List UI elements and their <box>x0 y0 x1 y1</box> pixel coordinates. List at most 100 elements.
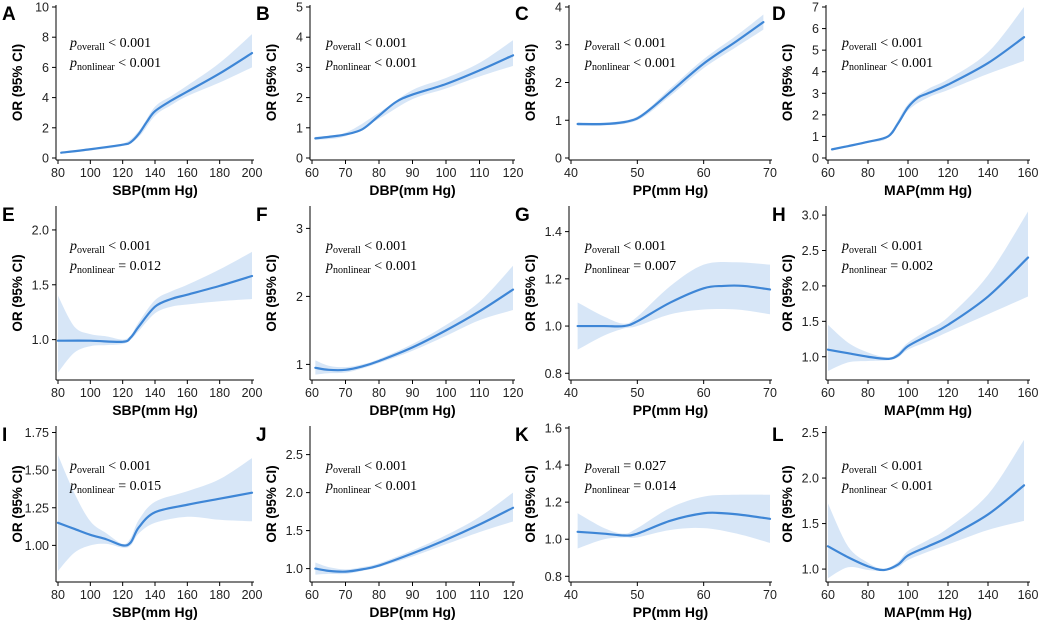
y-tick-label: 1.2 <box>545 496 562 510</box>
y-tick-label: 4 <box>296 31 303 45</box>
y-tick-label: 2 <box>555 76 562 90</box>
or-curve <box>314 506 515 573</box>
x-tick-label: 100 <box>80 386 101 400</box>
x-tick-label: 60 <box>821 588 835 602</box>
x-tick-label: 120 <box>112 166 133 180</box>
x-tick-label: 120 <box>938 386 959 400</box>
or-curve <box>826 484 1026 572</box>
ci-band <box>315 40 513 140</box>
panel-a: 0 2 4 6 8 10 80 100 120 140 160 180 200 SBP(mm Hg) OR … <box>2 1 262 199</box>
x-axis-label: PP(mm Hg) <box>633 604 708 620</box>
y-tick-label: 3.0 <box>802 209 819 223</box>
panel-letter: B <box>256 4 270 25</box>
x-tick-label: 90 <box>406 588 420 602</box>
y-axis-label: OR (95% CI) <box>10 254 25 331</box>
y-tick-label: 5 <box>812 44 819 58</box>
y-tick-label: 4 <box>812 65 819 79</box>
y-tick-label: 1.25 <box>25 501 49 515</box>
y-tick-label: 1.0 <box>802 350 819 364</box>
panel-d: 0 1 2 3 4 5 6 7 60 80 100 120 140 160 MAP(mm Hg) OR (95… <box>772 1 1038 199</box>
or-curve <box>576 284 772 328</box>
y-tick-label: 1.5 <box>802 315 819 329</box>
panel-b: 0 1 2 3 4 5 60 70 80 90 100 110 120 DBP(mm Hg) OR (95%… <box>256 1 523 199</box>
annotation-p-nonlinear: pnonlinear < 0.001 <box>69 56 161 73</box>
annotation-p-nonlinear: pnonlinear < 0.001 <box>841 56 933 73</box>
x-tick-label: 100 <box>898 588 919 602</box>
y-tick-label: 5 <box>296 1 303 15</box>
x-tick-label: 100 <box>80 166 101 180</box>
annotation-p-overall: poverall < 0.001 <box>69 36 151 53</box>
y-tick-label: 0 <box>296 152 303 166</box>
x-axis-label: PP(mm Hg) <box>633 402 708 418</box>
x-tick-label: 80 <box>372 166 386 180</box>
panel-letter: F <box>256 205 268 226</box>
x-tick-label: 120 <box>503 386 524 400</box>
annotation-p-nonlinear: pnonlinear = 0.015 <box>69 479 161 496</box>
x-tick-label: 60 <box>305 386 319 400</box>
y-axis-label: OR (95% CI) <box>523 44 538 121</box>
y-tick-label: 2 <box>296 91 303 105</box>
y-axis-label: OR (95% CI) <box>264 44 279 121</box>
x-tick-label: 100 <box>80 588 101 602</box>
y-tick-label: 2.0 <box>802 472 819 486</box>
x-tick-label: 140 <box>145 386 166 400</box>
x-tick-label: 80 <box>861 386 875 400</box>
or-curve <box>576 511 772 537</box>
panel-h: 1.0 1.5 2.0 2.5 3.0 60 80 100 120 140 160 MAP(mm Hg… <box>772 205 1038 418</box>
x-tick-label: 120 <box>503 588 524 602</box>
y-axis-label: OR (95% CI) <box>10 44 25 121</box>
x-tick-label: 100 <box>436 166 457 180</box>
x-tick-label: 60 <box>697 588 711 602</box>
ci-band <box>828 439 1024 579</box>
annotation-p-nonlinear: pnonlinear < 0.001 <box>325 479 417 496</box>
or-curve <box>314 54 515 140</box>
ci-band <box>577 494 770 549</box>
panel-letter: A <box>2 4 16 25</box>
x-tick-label: 100 <box>436 588 457 602</box>
y-axis-label: OR (95% CI) <box>523 465 538 542</box>
annotation-p-overall: poverall < 0.001 <box>325 36 407 53</box>
x-tick-label: 160 <box>177 386 198 400</box>
panel-letter: G <box>515 205 530 226</box>
x-tick-label: 200 <box>242 166 263 180</box>
panel-k: 0.8 1.0 1.2 1.4 1.6 40 50 60 70 PP(mm Hg) OR (95% … <box>515 422 777 621</box>
y-tick-label: 0.8 <box>545 570 562 584</box>
x-tick-label: 70 <box>339 166 353 180</box>
x-tick-label: 50 <box>630 588 644 602</box>
x-tick-label: 110 <box>470 588 490 602</box>
x-tick-label: 160 <box>177 166 198 180</box>
y-tick-label: 0 <box>812 152 819 166</box>
panel-letter: C <box>515 4 529 25</box>
x-tick-label: 40 <box>564 166 578 180</box>
x-axis-label: MAP(mm Hg) <box>884 182 972 198</box>
x-tick-label: 70 <box>763 386 777 400</box>
y-tick-label: 1.0 <box>802 563 819 577</box>
ci-band <box>315 492 513 575</box>
x-tick-label: 140 <box>978 166 999 180</box>
y-tick-label: 2 <box>42 121 49 135</box>
annotation-p-overall: poverall = 0.027 <box>584 459 666 476</box>
x-axis-label: SBP(mm Hg) <box>112 402 198 418</box>
x-tick-label: 200 <box>242 386 263 400</box>
x-tick-label: 80 <box>51 386 65 400</box>
x-tick-label: 200 <box>242 588 263 602</box>
x-tick-label: 100 <box>436 386 457 400</box>
x-tick-label: 120 <box>938 166 959 180</box>
y-tick-label: 7 <box>812 1 819 15</box>
y-tick-label: 1.5 <box>286 524 303 538</box>
annotation-p-nonlinear: pnonlinear < 0.001 <box>841 479 933 496</box>
annotation-p-overall: poverall < 0.001 <box>841 36 923 53</box>
y-tick-label: 3 <box>296 222 303 236</box>
annotation-p-overall: poverall < 0.001 <box>584 36 666 53</box>
y-tick-label: 2 <box>812 108 819 122</box>
y-tick-label: 1.0 <box>545 533 562 547</box>
x-tick-label: 40 <box>564 588 578 602</box>
y-tick-label: 0 <box>555 152 562 166</box>
y-tick-label: 2.0 <box>32 223 49 237</box>
x-tick-label: 120 <box>112 588 133 602</box>
panel-g: 0.8 1.0 1.2 1.4 40 50 60 70 PP(mm Hg) OR (95% CI)… <box>515 205 777 418</box>
x-tick-label: 60 <box>821 386 835 400</box>
annotation-p-overall: poverall < 0.001 <box>841 239 923 256</box>
y-tick-label: 2 <box>296 290 303 304</box>
